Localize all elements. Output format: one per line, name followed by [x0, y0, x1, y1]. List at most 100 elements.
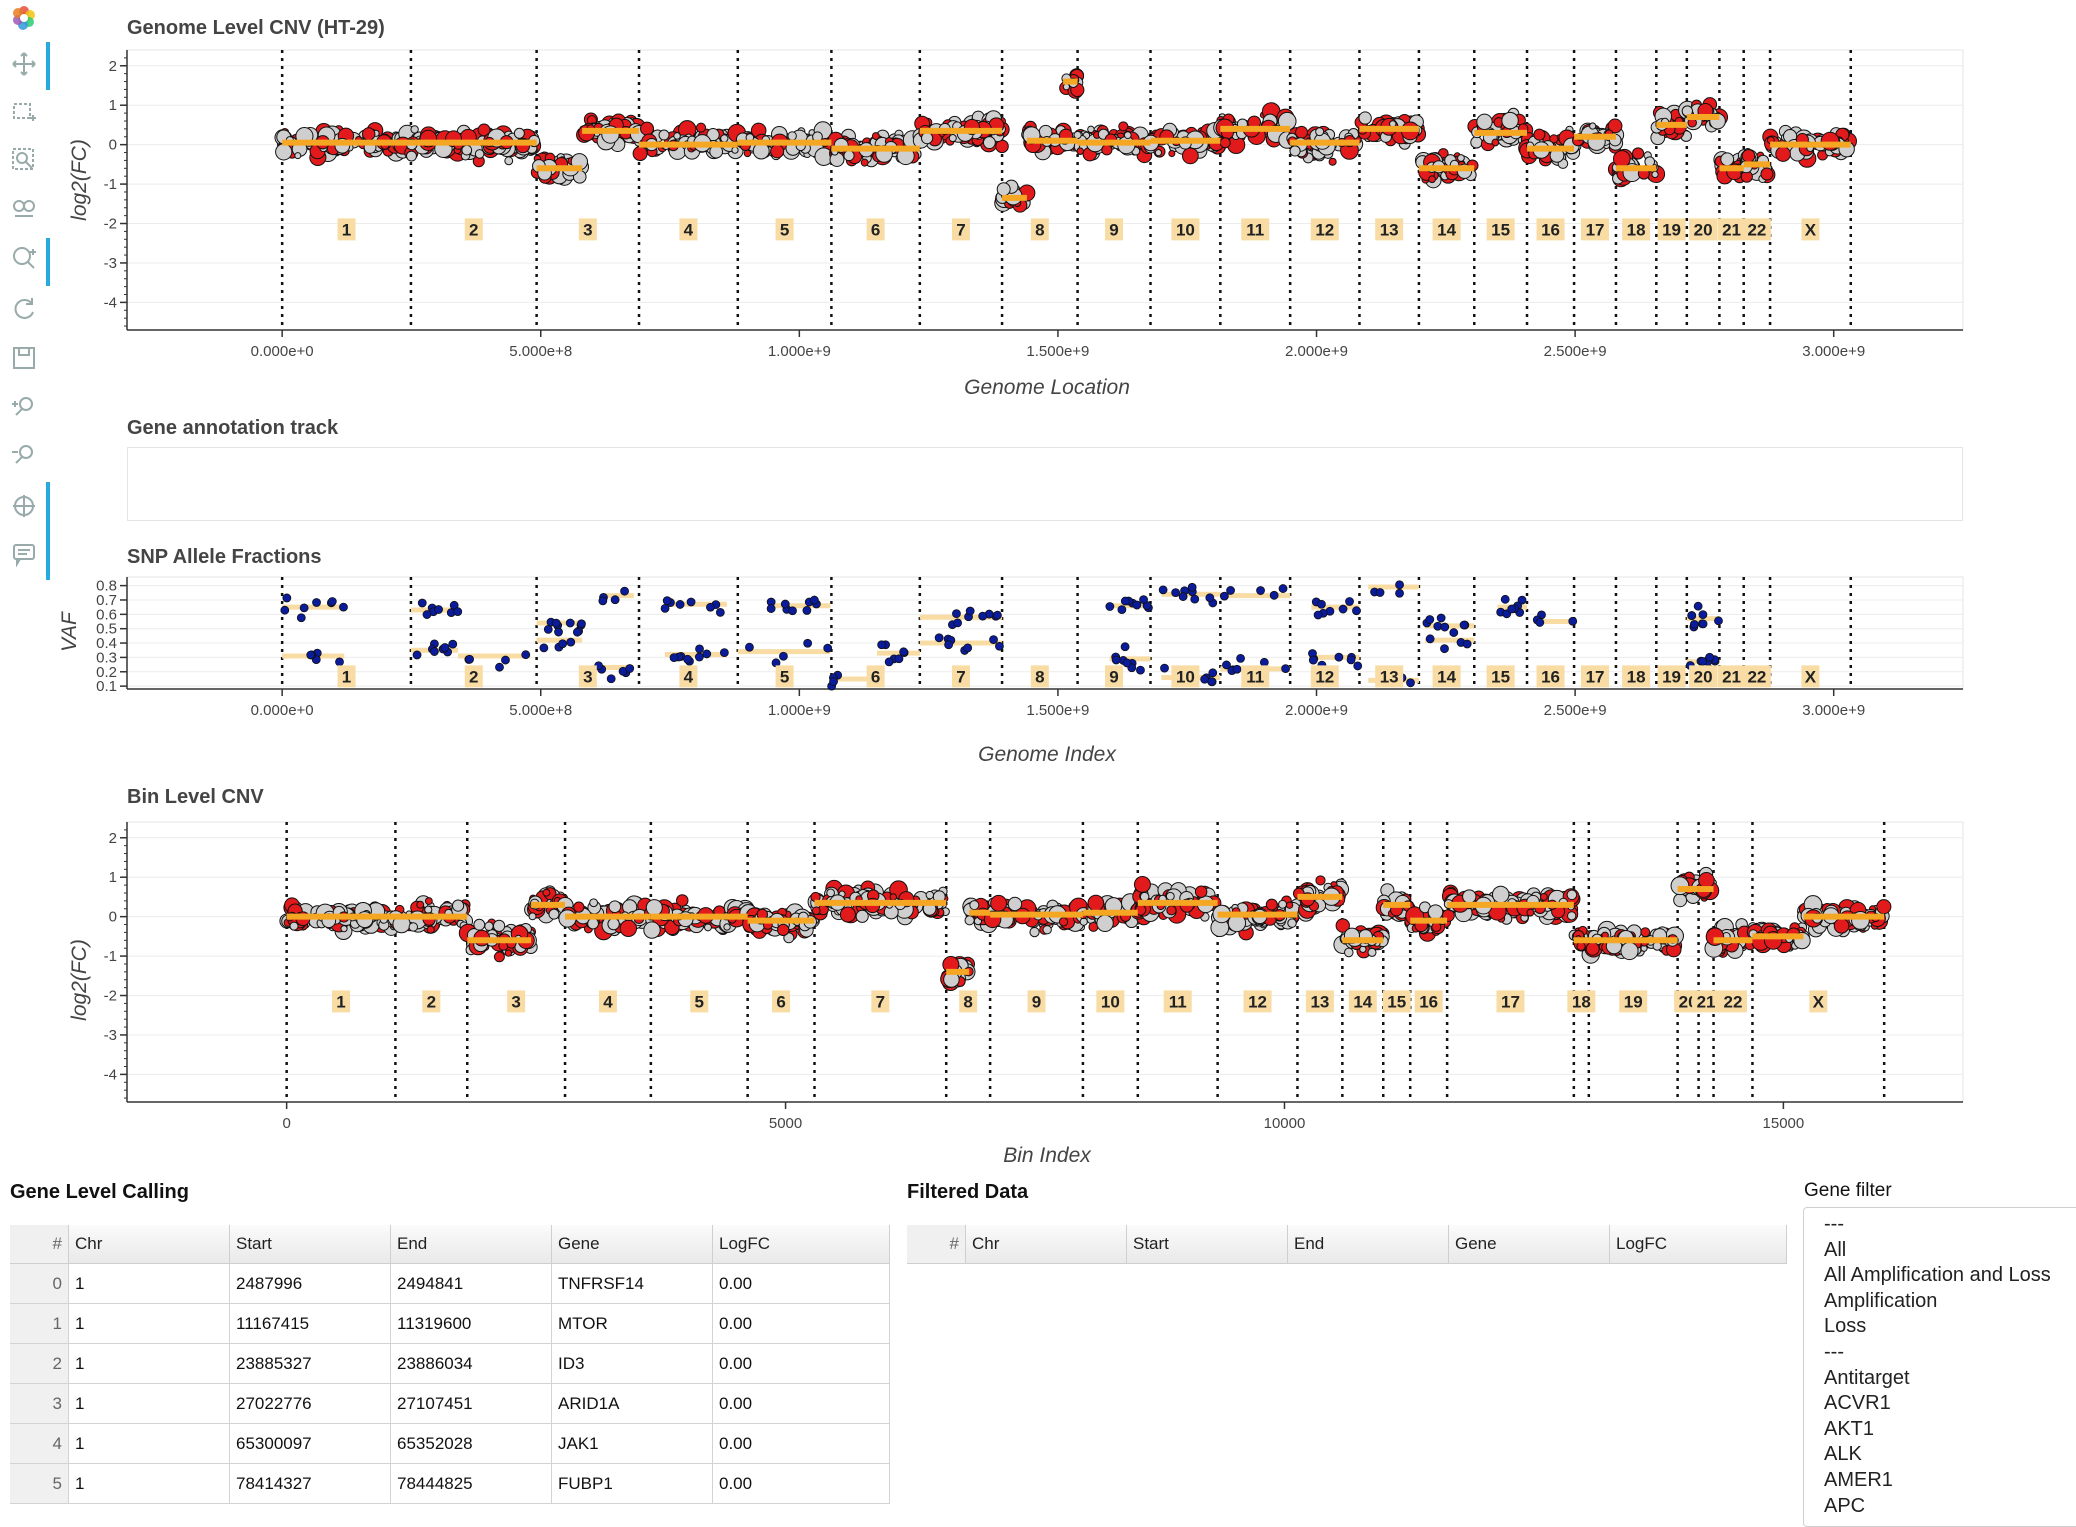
crosshair-icon[interactable]: [8, 490, 40, 522]
chromosome-label: 8: [963, 992, 972, 1011]
cnv-point: [1632, 147, 1645, 160]
col-index[interactable]: #: [907, 1225, 966, 1264]
hover-icon[interactable]: [8, 538, 40, 570]
gene-filter-option[interactable]: Loss: [1824, 1315, 1867, 1338]
col-gene[interactable]: Gene: [1448, 1225, 1610, 1264]
cell-start: 23885327: [229, 1343, 391, 1384]
cnv-point: [275, 143, 293, 161]
save-icon[interactable]: [8, 342, 40, 374]
snp-point: [620, 586, 629, 596]
bin-point: [1166, 905, 1177, 916]
col-start[interactable]: Start: [229, 1225, 391, 1264]
col-chr[interactable]: Chr: [965, 1225, 1127, 1264]
cnv-point: [1358, 111, 1372, 125]
gene-level-table[interactable]: # Chr Start End Gene LogFC 0 1 2487996 2…: [10, 1225, 890, 1504]
gene-filter-select[interactable]: --- All All Amplification and Loss Ampli…: [1803, 1207, 2076, 1527]
chromosome-label: 21: [1722, 667, 1741, 686]
gene-filter-option[interactable]: Amplification: [1824, 1289, 1938, 1312]
chromosome-label-bg: [1719, 990, 1748, 1013]
table-row[interactable]: 4 1 65300097 65352028 JAK1 0.00: [10, 1423, 890, 1464]
bin-point: [424, 897, 433, 905]
chromosome-label-bg: [464, 218, 483, 241]
table-row[interactable]: 2 1 23885327 23886034 ID3 0.00: [10, 1343, 890, 1384]
chromosome-label: 2: [469, 220, 478, 239]
chromosome-label-bg: [1305, 990, 1334, 1013]
snp-point: [662, 596, 672, 605]
col-logfc[interactable]: LogFC: [712, 1225, 890, 1264]
snp-point: [1395, 580, 1404, 590]
chromosome-label: 11: [1246, 667, 1264, 686]
bin-point: [1087, 894, 1105, 912]
col-chr[interactable]: Chr: [68, 1225, 230, 1264]
chromosome-label-bg: [951, 218, 970, 241]
gene-filter-option[interactable]: AKT1: [1824, 1417, 1875, 1440]
cnv-point: [948, 134, 957, 143]
bin-point: [1427, 904, 1444, 920]
cell-end: 23886034: [390, 1343, 552, 1384]
gene-filter-option[interactable]: ---: [1824, 1340, 1844, 1363]
snp-point: [1136, 665, 1145, 675]
table-row[interactable]: 0 1 2487996 2494841 TNFRSF14 0.00: [10, 1263, 890, 1304]
cnv-point: [860, 158, 869, 167]
wheel-zoom-icon[interactable]: [8, 242, 40, 274]
chromosome-label-bg: [690, 990, 709, 1013]
table-row[interactable]: 5 1 78414327 78444825 FUBP1 0.00: [10, 1463, 890, 1504]
snp-point: [1256, 586, 1265, 595]
chromosome-label: 12: [1315, 667, 1334, 686]
col-index[interactable]: #: [10, 1225, 69, 1264]
genome-cnv-plot[interactable]: log2(FC) Genome Location 210-1-2-3-40.00…: [0, 0, 2000, 410]
snp-point: [280, 605, 290, 615]
bin-point: [607, 917, 620, 931]
bin-point: [492, 919, 506, 932]
col-start[interactable]: Start: [1126, 1225, 1288, 1264]
box-select-icon[interactable]: [8, 96, 40, 128]
chromosome-label: 20: [1694, 667, 1713, 686]
chromosome-label-bg: [1742, 665, 1771, 688]
col-logfc[interactable]: LogFC: [1609, 1225, 1787, 1264]
pan-icon[interactable]: [8, 48, 40, 80]
snp-point: [1687, 611, 1697, 620]
bin-point: [1567, 911, 1577, 921]
chromosome-label: 16: [1541, 667, 1560, 686]
box-zoom-icon[interactable]: [8, 144, 40, 176]
zoom-in-icon[interactable]: [8, 390, 40, 422]
col-end[interactable]: End: [1287, 1225, 1449, 1264]
bin-point: [1139, 891, 1150, 902]
bin-point: [548, 908, 560, 920]
gene-filter-option[interactable]: ALK: [1824, 1443, 1862, 1466]
lasso-zoom-icon[interactable]: [8, 192, 40, 224]
snp-point: [521, 650, 531, 660]
gene-annotation-track[interactable]: [127, 447, 1963, 521]
filtered-data-table[interactable]: # Chr Start End Gene LogFC: [907, 1225, 1787, 1264]
chromosome-label: 14: [1437, 220, 1456, 239]
chromosome-label-bg: [598, 990, 617, 1013]
snp-allele-plot[interactable]: VAF Genome Index 0.80.70.60.50.40.30.20.…: [0, 560, 2000, 770]
chromosome-label-bg: [1105, 665, 1124, 688]
gene-filter-option[interactable]: ---: [1824, 1213, 1844, 1235]
gene-filter-option[interactable]: AMER1: [1824, 1468, 1893, 1491]
snp-point: [1395, 588, 1404, 598]
snp-point: [1334, 652, 1344, 662]
gene-filter-option[interactable]: Antitarget: [1824, 1366, 1910, 1389]
gene-filter-option[interactable]: All Amplification and Loss: [1824, 1264, 2051, 1287]
snp-point: [296, 613, 306, 623]
bin-cnv-plot[interactable]: log2(FC) Bin Index 210-1-2-3-40 5000 10000…: [0, 800, 2000, 1170]
col-gene[interactable]: Gene: [551, 1225, 713, 1264]
gene-filter-option[interactable]: ACVR1: [1824, 1392, 1891, 1415]
cell-start: 2487996: [229, 1263, 391, 1304]
cnv-point: [996, 182, 1011, 197]
bin-point: [1029, 926, 1040, 938]
reset-icon[interactable]: [8, 292, 40, 324]
bin-point: [964, 915, 975, 926]
gene-filter-option[interactable]: All: [1824, 1238, 1847, 1261]
zoom-out-icon[interactable]: [8, 438, 40, 470]
col-end[interactable]: End: [390, 1225, 552, 1264]
wheel-zoom-active-indicator: [46, 238, 50, 286]
snp-point: [1406, 678, 1415, 688]
table-row[interactable]: 3 1 27022776 27107451 ARID1A 0.00: [10, 1383, 890, 1424]
snp-point: [1425, 634, 1435, 644]
cnv-point: [1219, 137, 1231, 149]
table-row[interactable]: 1 1 11167415 11319600 MTOR 0.00: [10, 1303, 890, 1344]
snp-point: [1693, 601, 1703, 611]
gene-filter-option[interactable]: APC: [1824, 1494, 1866, 1517]
